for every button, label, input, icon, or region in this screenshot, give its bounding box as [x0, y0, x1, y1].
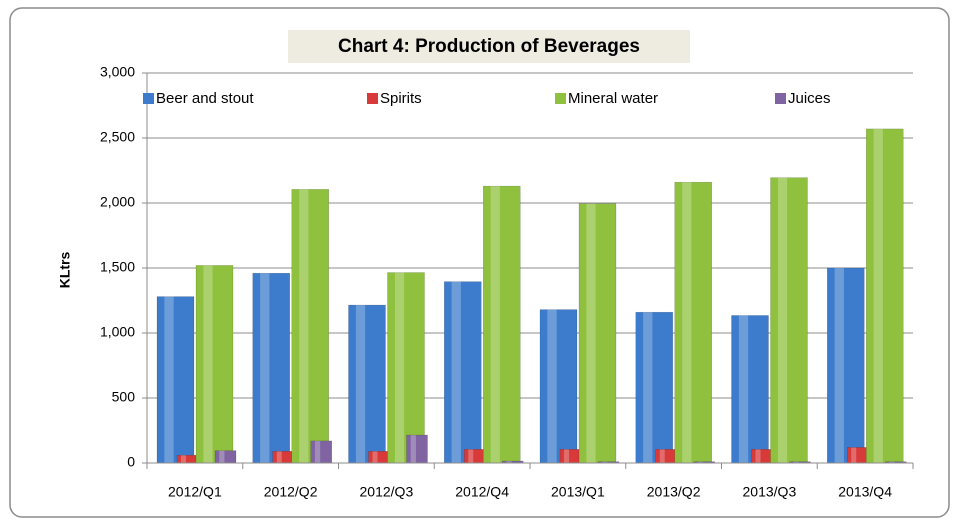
x-tick-label: 2013/Q2	[647, 484, 701, 500]
y-tick-label: 3,000	[100, 64, 135, 80]
bar	[847, 447, 868, 464]
bar-highlight	[468, 449, 474, 463]
bar-highlight	[355, 305, 366, 463]
bar	[539, 309, 578, 464]
bar	[444, 281, 482, 464]
title-box	[288, 30, 690, 63]
bar-highlight	[777, 177, 788, 463]
bar	[635, 311, 673, 464]
bar-highlight	[586, 203, 596, 463]
bar	[387, 272, 425, 464]
bar	[272, 451, 293, 464]
y-tick-label: 1,500	[100, 259, 135, 275]
y-tick-label: 1,000	[100, 324, 135, 340]
bar	[751, 449, 772, 464]
bar-highlight	[873, 128, 883, 463]
bar	[731, 315, 769, 464]
bar	[176, 454, 198, 464]
x-tick-label: 2013/Q4	[838, 484, 892, 500]
y-tick-label: 2,500	[100, 129, 135, 145]
bar-highlight	[314, 440, 321, 463]
bar	[559, 449, 581, 464]
bar-highlight	[372, 451, 378, 463]
bar-highlight	[276, 451, 282, 463]
bar-highlight	[659, 449, 665, 463]
x-tick-label: 2012/Q4	[455, 484, 509, 500]
bar	[368, 451, 389, 464]
bar-highlight	[394, 272, 405, 463]
y-tick-label: 2,000	[100, 194, 135, 210]
bar-highlight	[564, 449, 569, 463]
chart-title: Chart 4: Production of Beverages	[338, 36, 640, 57]
legend-swatch	[143, 93, 154, 104]
bar-highlight	[547, 309, 557, 463]
bar	[252, 272, 290, 464]
legend-swatch	[367, 93, 378, 104]
bar	[866, 128, 904, 464]
bar	[348, 304, 386, 464]
bar-highlight	[851, 447, 857, 463]
legend-swatch	[555, 93, 566, 104]
bar	[291, 189, 329, 464]
bar-highlight	[203, 265, 213, 463]
bar-highlight	[299, 189, 309, 463]
bar-highlight	[793, 461, 799, 463]
bar	[406, 434, 428, 464]
x-tick-label: 2012/Q2	[264, 484, 318, 500]
bar	[483, 185, 521, 464]
bar-highlight	[451, 281, 461, 463]
x-tick-label: 2012/Q1	[168, 484, 222, 500]
bar-highlight	[164, 296, 174, 463]
y-axis-label: KLtrs	[57, 252, 73, 289]
bar	[464, 449, 485, 464]
x-tick-label: 2013/Q1	[551, 484, 605, 500]
bar	[578, 203, 617, 464]
legend-label: Mineral water	[568, 90, 658, 107]
bar-highlight	[682, 182, 692, 463]
bar-highlight	[755, 449, 761, 463]
bar-highlight	[738, 315, 749, 463]
bar	[655, 449, 676, 464]
x-tick-label: 2013/Q3	[743, 484, 797, 500]
bar-highlight	[643, 312, 653, 463]
bar-highlight	[490, 186, 500, 463]
y-tick-label: 500	[112, 389, 136, 405]
bar	[310, 440, 332, 464]
bar	[195, 265, 234, 464]
bar	[770, 177, 808, 464]
bar-highlight	[697, 461, 704, 463]
bar	[827, 267, 865, 464]
legend-swatch	[775, 93, 786, 104]
bar-highlight	[219, 450, 225, 463]
bar-highlight	[410, 435, 416, 463]
chart-border	[9, 7, 950, 518]
bar-highlight	[889, 461, 895, 463]
bar-highlight	[506, 461, 512, 463]
bar-highlight	[181, 455, 186, 463]
legend-label: Juices	[788, 90, 831, 107]
bar-highlight	[602, 461, 608, 463]
bar-highlight	[834, 268, 844, 463]
bar	[156, 296, 195, 464]
bar	[674, 181, 712, 464]
y-tick-label: 0	[127, 454, 135, 470]
legend-label: Beer and stout	[156, 90, 254, 107]
bar	[214, 450, 237, 464]
x-tick-label: 2012/Q3	[360, 484, 414, 500]
legend-label: Spirits	[380, 90, 422, 107]
bar-highlight	[260, 273, 270, 463]
